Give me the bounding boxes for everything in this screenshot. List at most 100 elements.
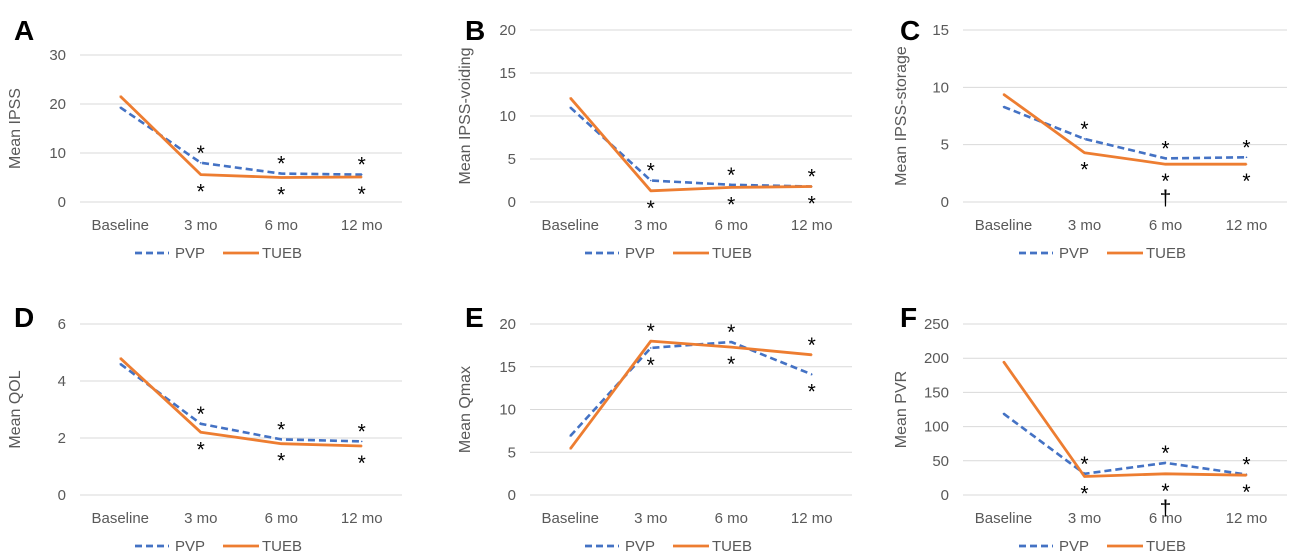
y-tick-label: 0 — [58, 194, 66, 211]
panel-label-f: F — [900, 302, 917, 333]
data-point-tueb — [810, 353, 813, 356]
data-point-tueb — [649, 340, 652, 342]
y-axis-label-e: Mean Qmax — [457, 366, 474, 453]
data-point-tueb — [1245, 163, 1248, 165]
significance-asterisk: * — [647, 320, 655, 343]
data-point-pvp — [810, 373, 813, 376]
series-line-pvp-c — [1003, 105, 1247, 160]
significance-asterisk: * — [1080, 453, 1088, 476]
y-tick-label: 10 — [499, 402, 516, 419]
x-tick-label: Baseline — [975, 510, 1033, 527]
y-tick-label: 20 — [499, 316, 516, 333]
x-tick-label: 3 mo — [184, 217, 217, 234]
legend-label-tueb: TUEB — [1146, 245, 1186, 262]
y-tick-label: 10 — [49, 145, 66, 162]
y-tick-label: 0 — [941, 194, 949, 211]
significance-asterisk: * — [277, 184, 285, 207]
y-tick-label: 20 — [49, 96, 66, 113]
x-tick-label: 6 mo — [1149, 510, 1182, 527]
x-tick-label: 3 mo — [184, 510, 217, 527]
legend-label-tueb: TUEB — [262, 538, 302, 555]
significance-asterisk: * — [1080, 159, 1088, 182]
significance-asterisk: * — [277, 450, 285, 473]
data-point-pvp — [1002, 106, 1005, 108]
significance-asterisk: * — [1161, 442, 1169, 465]
x-tick-label: 6 mo — [715, 217, 748, 234]
significance-asterisk: * — [358, 154, 366, 177]
legend-label-pvp: PVP — [175, 245, 205, 262]
significance-asterisk: * — [1161, 480, 1169, 503]
data-point-tueb — [569, 97, 572, 99]
x-tick-label: Baseline — [91, 217, 149, 234]
series-line-pvp-f — [1002, 412, 1247, 476]
data-point-pvp — [1164, 157, 1167, 160]
data-point-pvp — [360, 173, 363, 176]
significance-asterisk: * — [727, 353, 735, 376]
data-point-pvp — [730, 341, 733, 343]
y-axis-label-b: Mean IPSS-voiding — [457, 48, 474, 185]
x-tick-label: 3 mo — [634, 217, 667, 234]
x-tick-label: 6 mo — [715, 510, 748, 527]
significance-asterisk: * — [1242, 453, 1250, 476]
x-tick-label: Baseline — [541, 510, 599, 527]
data-point-pvp — [649, 347, 652, 349]
legend-label-pvp: PVP — [1059, 245, 1089, 262]
significance-asterisk: * — [277, 418, 285, 441]
x-tick-label: 12 mo — [1226, 217, 1268, 234]
series-line-pvp-e — [569, 340, 813, 437]
significance-asterisk: * — [277, 153, 285, 176]
series-line-pvp-a — [119, 106, 362, 176]
data-point-pvp — [730, 184, 733, 186]
x-tick-label: 12 mo — [791, 217, 833, 234]
data-point-tueb — [280, 176, 283, 179]
significance-asterisk: * — [647, 354, 655, 377]
significance-asterisk: * — [727, 321, 735, 344]
x-tick-label: Baseline — [541, 217, 599, 234]
data-point-tueb — [360, 176, 363, 178]
significance-asterisk: * — [358, 183, 366, 206]
significance-asterisk: * — [727, 164, 735, 187]
significance-dagger: † — [1160, 497, 1172, 520]
data-point-pvp — [1164, 462, 1167, 464]
y-tick-label: 5 — [508, 151, 516, 168]
data-point-pvp — [199, 162, 202, 164]
data-point-pvp — [199, 422, 202, 425]
significance-asterisk: * — [808, 334, 816, 357]
series-line-pvp-d — [119, 362, 362, 443]
significance-asterisk: * — [197, 181, 205, 204]
x-tick-label: 6 mo — [1149, 217, 1182, 234]
data-point-tueb — [730, 186, 733, 189]
data-point-tueb — [199, 431, 202, 434]
significance-asterisk: * — [727, 193, 735, 216]
y-tick-label: 10 — [499, 108, 516, 125]
data-point-pvp — [119, 363, 122, 365]
significance-asterisk: * — [647, 197, 655, 220]
significance-asterisk: * — [1242, 481, 1250, 504]
y-tick-label: 200 — [924, 350, 949, 367]
y-tick-label: 5 — [941, 137, 949, 154]
legend-label-pvp: PVP — [175, 538, 205, 555]
legend-label-tueb: TUEB — [712, 245, 752, 262]
data-point-pvp — [1083, 138, 1086, 140]
significance-dagger: † — [1160, 187, 1172, 210]
data-point-tueb — [1164, 163, 1167, 165]
data-point-tueb — [1245, 474, 1248, 476]
significance-asterisk: * — [647, 160, 655, 183]
y-tick-label: 4 — [58, 373, 66, 390]
y-tick-label: 6 — [58, 316, 66, 333]
data-point-pvp — [569, 106, 572, 109]
data-point-pvp — [280, 438, 283, 441]
y-tick-label: 10 — [932, 79, 949, 96]
panel-label-c: C — [900, 15, 920, 46]
significance-asterisk: * — [1161, 170, 1169, 193]
panel-label-d: D — [14, 302, 34, 333]
series-line-pvp-b — [569, 106, 812, 188]
x-tick-label: 12 mo — [1226, 510, 1268, 527]
legend-label-tueb: TUEB — [262, 245, 302, 262]
significance-asterisk: * — [1161, 137, 1169, 160]
series-line-tueb-a — [119, 95, 362, 179]
legend-label-pvp: PVP — [625, 245, 655, 262]
data-point-tueb — [649, 190, 652, 192]
data-point-tueb — [280, 442, 283, 445]
